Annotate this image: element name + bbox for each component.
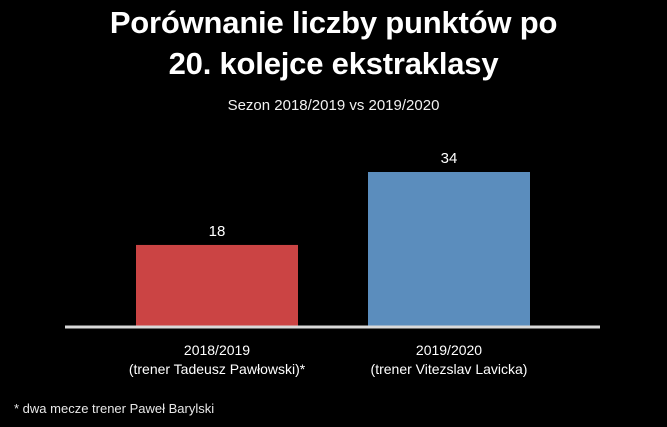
chart-title-line-1: Porównanie liczby punktów po — [109, 5, 558, 40]
category-label-2-line-2: (trener Vitezslav Lavicka) — [371, 361, 528, 377]
chart-subtitle: Sezon 2018/2019 vs 2019/2020 — [227, 97, 440, 114]
data-label-2: 34 — [441, 150, 458, 167]
category-label-1-line-1: 2018/2019 — [184, 342, 250, 358]
category-label-2-line-1: 2019/2020 — [416, 342, 482, 358]
bar-2 — [368, 172, 530, 327]
footnote: * dwa mecze trener Paweł Barylski — [14, 401, 215, 416]
bar-1 — [136, 244, 298, 327]
data-label-1: 18 — [209, 223, 226, 240]
category-label-1-line-2: (trener Tadeusz Pawłowski)* — [129, 361, 306, 377]
chart-title: Porównanie liczby punktów po 20. kolejce… — [0, 2, 667, 84]
chart-title-line-2: 20. kolejce ekstraklasy — [168, 46, 499, 81]
